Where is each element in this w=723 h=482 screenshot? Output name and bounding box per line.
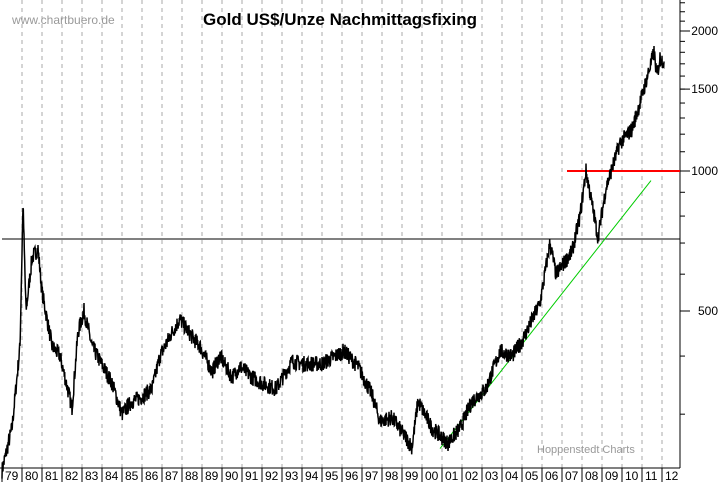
x-tick-label: 91 [245,469,259,482]
price-line [1,45,665,479]
x-tick-label: 92 [265,469,279,482]
x-tick-label: 95 [325,469,339,482]
x-tick-label: 02 [465,469,479,482]
x-tick-label: 89 [205,469,219,482]
x-tick-label: 00 [425,469,439,482]
x-tick-label: 86 [145,469,159,482]
x-tick-label: 01 [445,469,459,482]
source-label: Hoppenstedt Charts [537,444,635,456]
y-tick-label: 500 [698,304,718,318]
x-tick-label: 08 [585,469,599,482]
x-tick-label: 06 [545,469,559,482]
x-tick-label: 87 [165,469,179,482]
x-tick-label: 83 [85,469,99,482]
x-tick-label: 99 [405,469,419,482]
x-tick-label: 90 [225,469,239,482]
trend-line [439,180,652,449]
x-tick-label: 82 [65,469,79,482]
x-tick-label: 12 [665,469,679,482]
chart-title: Gold US$/Unze Nachmittagsfixing [203,10,477,29]
x-tick-label: 98 [385,469,399,482]
x-tick-label: 85 [125,469,139,482]
x-tick-label: 10 [625,469,639,482]
x-tick-label: 93 [285,469,299,482]
x-tick-label: 05 [525,469,539,482]
x-tick-label: 79 [5,469,19,482]
x-tick-label: 84 [105,469,119,482]
x-tick-label: 81 [45,469,59,482]
x-tick-label: 97 [365,469,379,482]
x-tick-label: 03 [485,469,499,482]
x-tick-label: 04 [505,469,519,482]
y-tick-label: 1500 [691,82,718,96]
x-tick-label: 07 [565,469,579,482]
y-tick-label: 1000 [691,164,718,178]
watermark: www.chartbuero.de [12,13,115,27]
x-tick-label: 09 [605,469,619,482]
x-tick-label: 94 [305,469,319,482]
x-tick-label: 80 [25,469,39,482]
y-tick-label: 2000 [691,24,718,38]
x-tick-label: 96 [345,469,359,482]
x-tick-label: 11 [645,469,658,482]
x-tick-label: 88 [185,469,199,482]
